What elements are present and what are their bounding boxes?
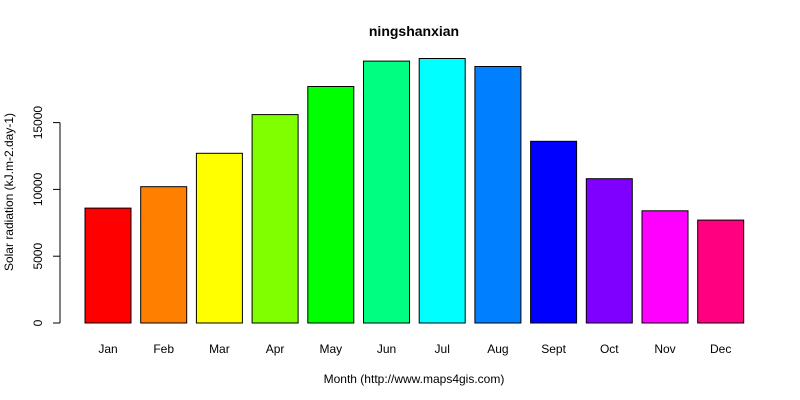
x-tick-label-jul: Jul [435, 342, 450, 356]
y-tick-label-0: 0 [31, 319, 45, 326]
x-tick-label-sept: Sept [541, 342, 566, 356]
y-axis-label: Solar radiation (kJ.m-2.day-1) [2, 113, 16, 271]
bar-aug [474, 66, 522, 324]
y-tick-label-15000: 15000 [31, 106, 45, 140]
bar-feb [140, 186, 188, 324]
bar-sept [530, 140, 578, 324]
bar-jan [84, 207, 132, 324]
bar-may [307, 86, 355, 324]
y-axis: 0 5000 10000 15000 [31, 106, 61, 326]
bars-group [84, 58, 745, 324]
bar-jun [363, 60, 410, 324]
x-tick-label-jun: Jun [377, 342, 396, 356]
x-axis-label: Month (http://www.maps4gis.com) [324, 372, 505, 386]
x-tick-label-aug: Aug [487, 342, 508, 356]
bar-nov [641, 210, 689, 324]
chart-title: ningshanxian [369, 23, 459, 39]
x-tick-label-dec: Dec [710, 342, 731, 356]
y-tick-label-10000: 10000 [31, 172, 45, 206]
x-tick-label-may: May [319, 342, 342, 356]
x-tick-label-apr: Apr [266, 342, 285, 356]
x-tick-label-mar: Mar [209, 342, 230, 356]
bar-jul [418, 58, 466, 324]
bar-oct [585, 178, 633, 324]
x-tick-label-feb: Feb [153, 342, 174, 356]
bar-dec [697, 219, 745, 324]
bar-mar [195, 152, 243, 324]
x-tick-label-oct: Oct [600, 342, 619, 356]
y-tick-label-5000: 5000 [31, 243, 45, 270]
x-tick-label-jan: Jan [98, 342, 117, 356]
x-tick-labels: Jan Feb Mar Apr May Jun Jul Aug Sept Oct Nov Dec [98, 342, 731, 356]
x-tick-label-nov: Nov [654, 342, 675, 356]
bar-apr [251, 114, 299, 324]
